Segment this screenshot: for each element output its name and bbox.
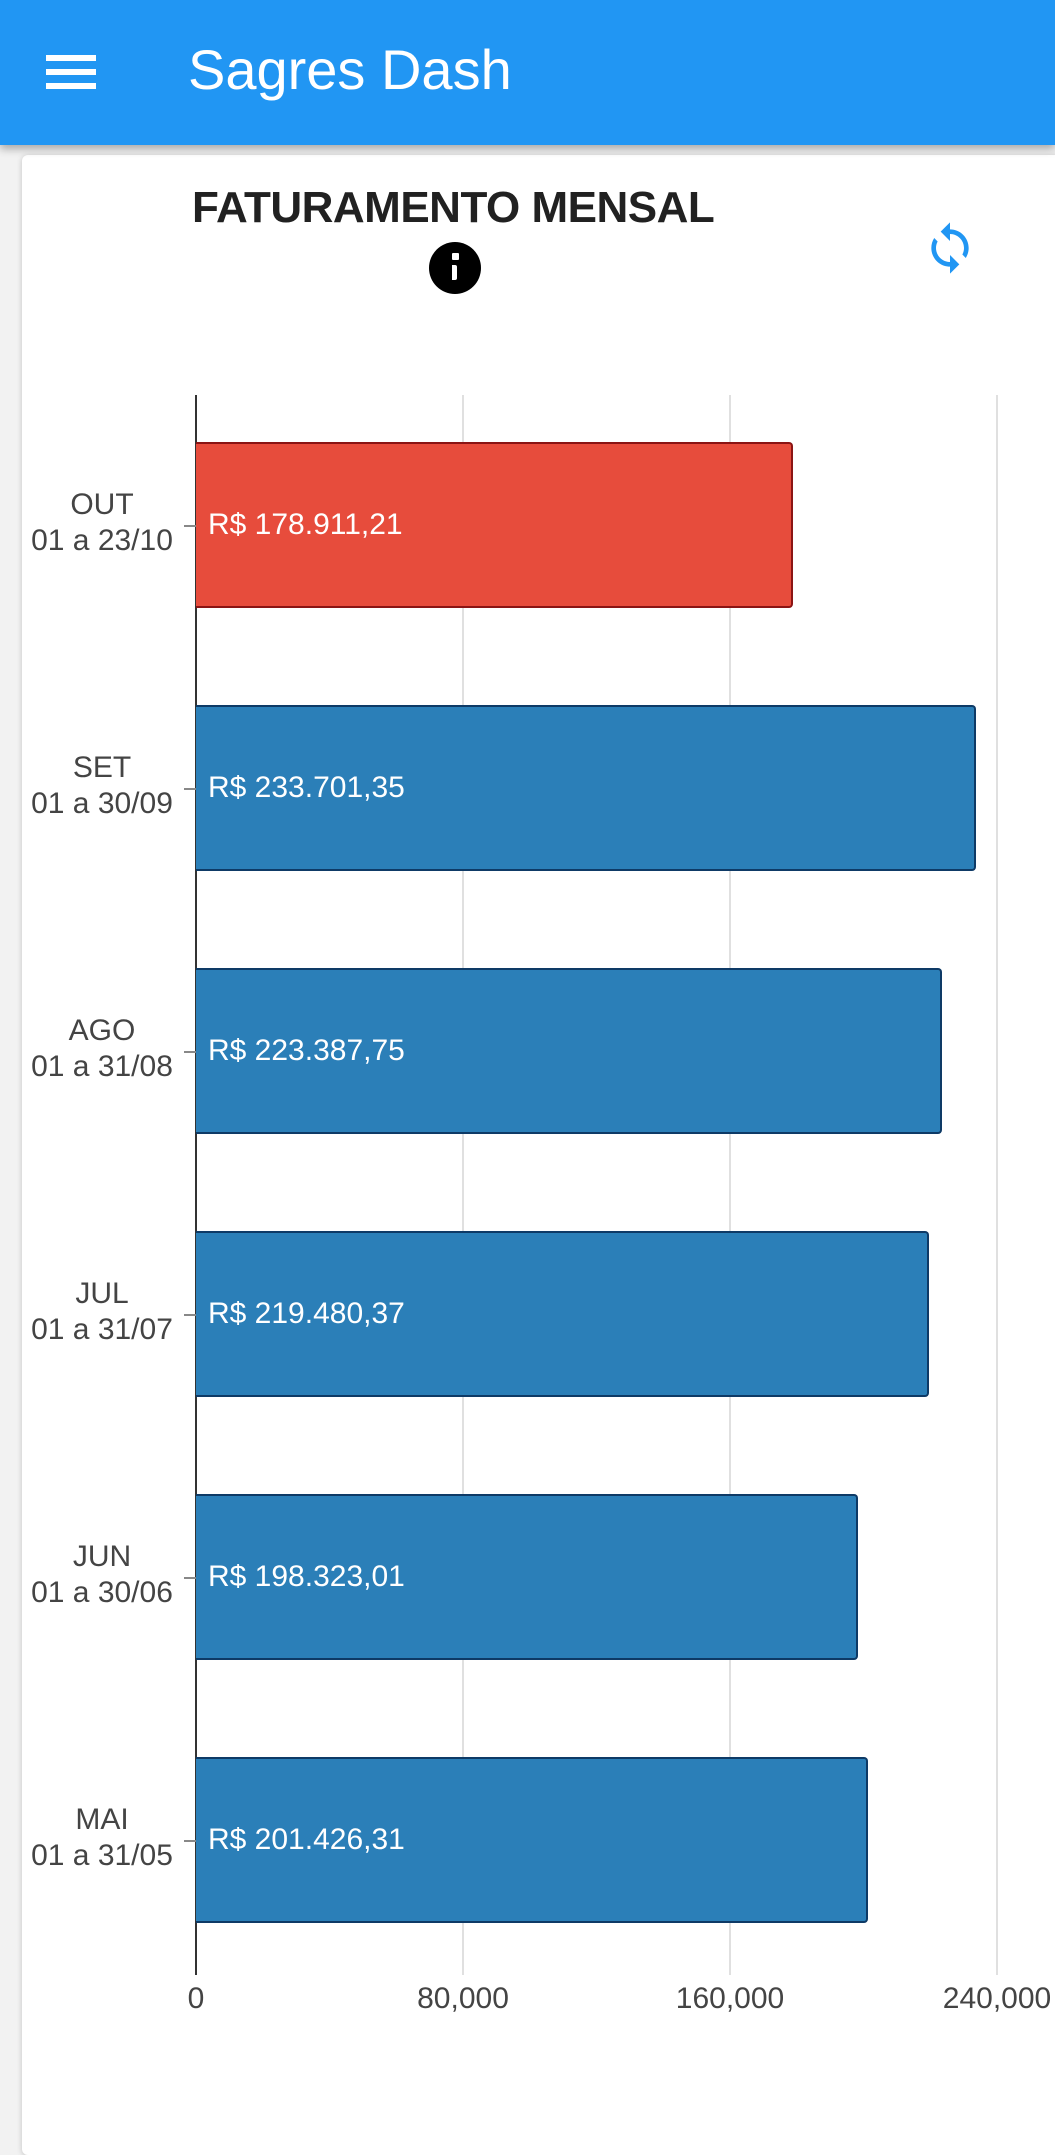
app-bar: Sagres Dash [0, 0, 1055, 145]
gridline [462, 395, 464, 1975]
bar-set[interactable]: R$ 233.701,35 [196, 705, 976, 871]
app-title: Sagres Dash [188, 38, 512, 101]
y-category-label: OUT 01 a 23/10 [22, 487, 182, 559]
bar-mai[interactable]: R$ 201.426,31 [196, 1757, 869, 1923]
month-label: OUT [70, 488, 134, 521]
period-label: 01 a 30/09 [31, 787, 173, 820]
bar-value-label: R$ 201.426,31 [208, 1823, 405, 1856]
gridline [729, 395, 731, 1975]
x-tick-label: 0 [187, 1982, 205, 2015]
x-tick-label: 80,000 [417, 1982, 509, 2015]
bar-value-label: R$ 233.701,35 [208, 771, 405, 804]
month-label: JUL [75, 1277, 129, 1310]
y-tick [184, 1840, 196, 1842]
y-tick [184, 525, 196, 527]
hamburger-menu-icon[interactable] [46, 52, 96, 92]
y-axis [195, 395, 197, 1975]
bar-value-label: R$ 178.911,21 [208, 508, 403, 541]
period-label: 01 a 30/06 [31, 1576, 173, 1609]
month-label: SET [72, 751, 132, 784]
y-category-label: JUN 01 a 30/06 [22, 1539, 182, 1611]
x-tick-label: 160,000 [675, 1982, 785, 2015]
y-category-label: MAI 01 a 31/05 [22, 1802, 182, 1874]
y-tick [184, 1051, 196, 1053]
bar-value-label: R$ 219.480,37 [208, 1297, 405, 1330]
y-category-label: SET 01 a 30/09 [22, 750, 182, 822]
period-label: 01 a 31/08 [31, 1050, 173, 1083]
period-label: 01 a 31/05 [31, 1839, 173, 1872]
bar-jul[interactable]: R$ 219.480,37 [196, 1231, 929, 1397]
bar-out[interactable]: R$ 178.911,21 [196, 442, 794, 608]
month-label: AGO [68, 1014, 136, 1047]
gridline [996, 395, 998, 1975]
y-tick [184, 1314, 196, 1316]
y-tick [184, 1577, 196, 1579]
x-tick-label: 240,000 [942, 1982, 1052, 2015]
info-icon[interactable] [429, 242, 481, 294]
bar-value-label: R$ 198.323,01 [208, 1560, 405, 1593]
y-category-label: JUL 01 a 31/07 [22, 1276, 182, 1348]
y-category-label: AGO 01 a 31/08 [22, 1013, 182, 1085]
period-label: 01 a 23/10 [31, 524, 173, 557]
period-label: 01 a 31/07 [31, 1313, 173, 1346]
refresh-icon[interactable] [922, 218, 978, 278]
month-label: MAI [75, 1803, 129, 1836]
month-label: JUN [72, 1540, 132, 1573]
y-tick [184, 788, 196, 790]
bar-value-label: R$ 223.387,75 [208, 1034, 405, 1067]
bar-jun[interactable]: R$ 198.323,01 [196, 1494, 858, 1660]
card-title: FATURAMENTO MENSAL [192, 183, 715, 232]
bar-ago[interactable]: R$ 223.387,75 [196, 968, 942, 1134]
